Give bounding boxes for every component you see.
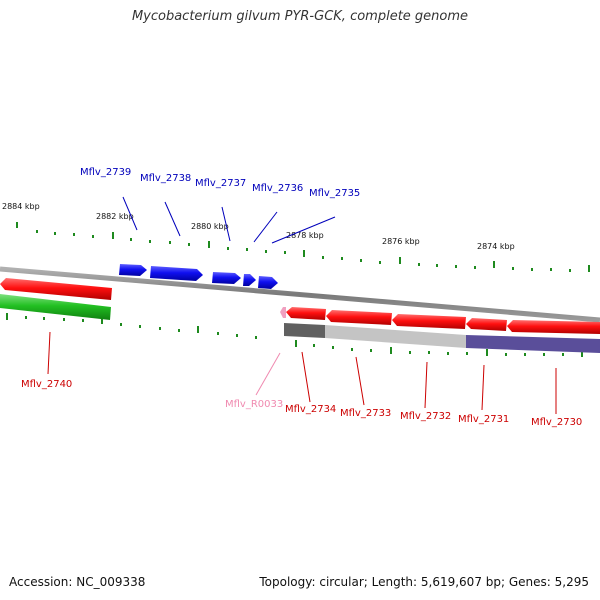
feature-track: [0, 294, 600, 353]
gene-arrow-mflv-2735[interactable]: [258, 276, 278, 289]
gene-label-mflv-2734[interactable]: Mflv_2734: [285, 404, 336, 415]
gene-label-mflv-2737[interactable]: Mflv_2737: [195, 178, 246, 189]
gene-label-mflv-2736[interactable]: Mflv_2736: [252, 183, 303, 194]
cog-bar-dark: [284, 323, 325, 338]
scale-label: 2880 kbp: [191, 222, 229, 231]
cog-bar-purple: [466, 335, 600, 353]
gene-arrow-mflv-2739[interactable]: [119, 264, 147, 276]
gene-arrow-mflv-2731[interactable]: [466, 318, 507, 331]
genome-backbone: [0, 266, 600, 323]
gene-label-mflv-r0033[interactable]: Mflv_R0033: [225, 399, 283, 410]
gene-arrow-mflv-2730[interactable]: [507, 320, 600, 334]
scale-label: 2876 kbp: [382, 237, 420, 246]
gene-label-mflv-2738[interactable]: Mflv_2738: [140, 173, 191, 184]
label-connectors: [47, 196, 557, 414]
gene-arrow-mflv-2733[interactable]: [326, 310, 392, 325]
gene-label-mflv-2739[interactable]: Mflv_2739: [80, 167, 131, 178]
gene-label-mflv-2731[interactable]: Mflv_2731: [458, 414, 509, 425]
gene-labels: Mflv_2739 Mflv_2738 Mflv_2737 Mflv_2736 …: [21, 167, 582, 428]
reverse-genes: [0, 278, 600, 334]
outer-ticks: [16, 222, 590, 272]
accession-label: Accession: NC_009338: [9, 575, 146, 589]
scale-label: 2874 kbp: [477, 242, 515, 251]
gene-label-mflv-2740[interactable]: Mflv_2740: [21, 379, 72, 390]
forward-genes: [119, 264, 278, 289]
scale-label: 2884 kbp: [2, 202, 40, 211]
scale-label: 2878 kbp: [286, 231, 324, 240]
gene-label-mflv-2735[interactable]: Mflv_2735: [309, 188, 360, 199]
scale-labels: 2884 kbp 2882 kbp 2880 kbp 2878 kbp 2876…: [2, 202, 515, 251]
neighbor-gene-bar[interactable]: [0, 294, 111, 320]
gene-arrow-mflv-2732[interactable]: [392, 314, 466, 329]
cog-bar-light: [325, 325, 466, 348]
scale-label: 2882 kbp: [96, 212, 134, 221]
page-title: Mycobacterium gilvum PYR-GCK, complete g…: [131, 9, 469, 24]
gene-arrow-mflv-2737[interactable]: [212, 272, 241, 284]
gene-label-mflv-2733[interactable]: Mflv_2733: [340, 408, 391, 419]
gene-arrow-mflv-r0033[interactable]: [280, 307, 286, 318]
gene-arrow-mflv-2734[interactable]: [286, 307, 326, 320]
genome-summary: Topology: circular; Length: 5,619,607 bp…: [259, 575, 589, 589]
gene-arrow-mflv-2736[interactable]: [243, 274, 256, 286]
gene-arrow-mflv-2738[interactable]: [150, 266, 203, 281]
gene-label-mflv-2730[interactable]: Mflv_2730: [531, 417, 582, 428]
gene-label-mflv-2732[interactable]: Mflv_2732: [400, 411, 451, 422]
gene-arrow-mflv-2740[interactable]: [0, 278, 112, 300]
